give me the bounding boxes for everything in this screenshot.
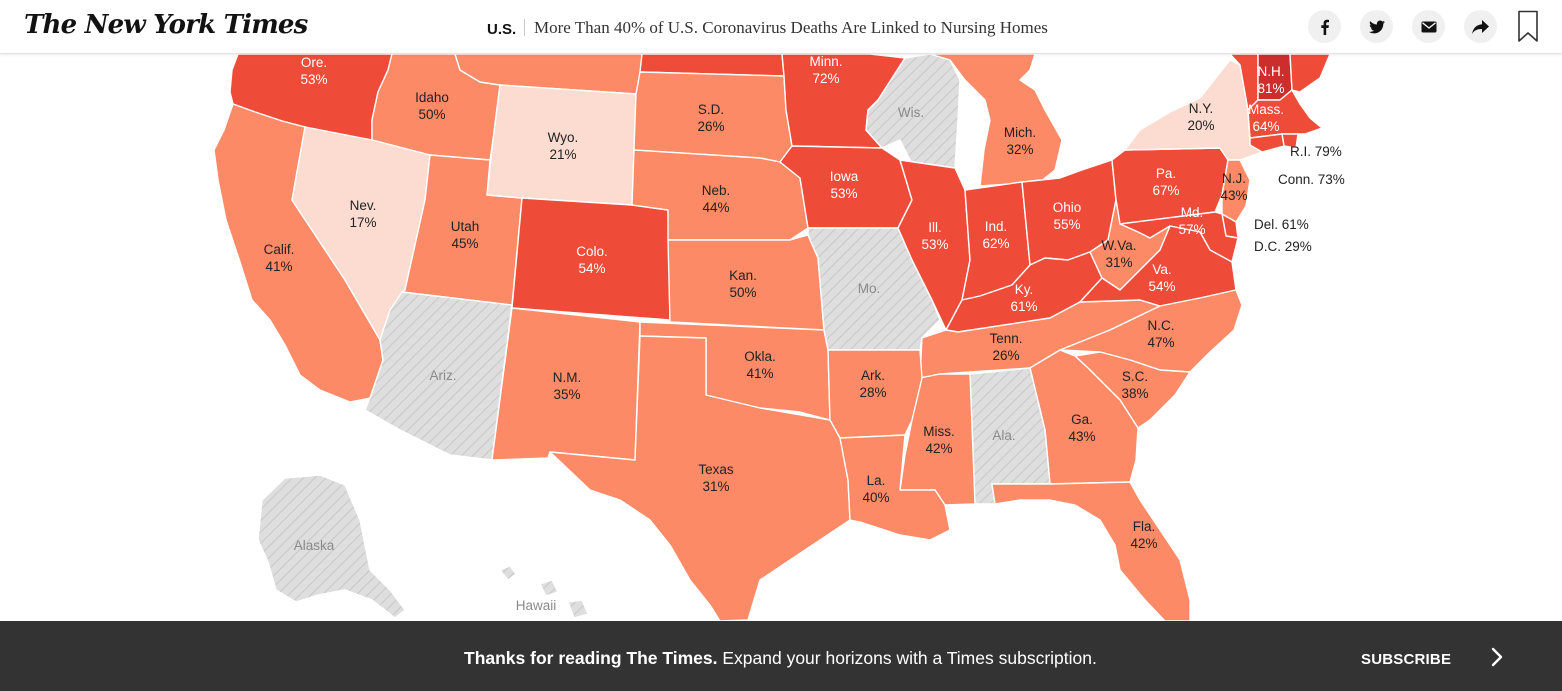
label-texas: Texas 31% xyxy=(698,462,734,494)
label-va: Va. 54% xyxy=(1148,262,1175,294)
state-neb[interactable] xyxy=(631,149,809,241)
label-dc: D.C. 29% xyxy=(1254,239,1312,254)
label-nh: N.H. 81% xyxy=(1257,64,1284,96)
label-md: Md. 57% xyxy=(1178,205,1205,237)
state-alaska[interactable] xyxy=(257,474,406,619)
chevron-right-icon[interactable] xyxy=(1488,647,1506,667)
label-okla: Okla. 41% xyxy=(744,349,776,381)
label-colo: Colo. 54% xyxy=(576,244,608,276)
label-miss: Miss. 42% xyxy=(923,424,955,456)
label-mo: Mo. xyxy=(858,281,881,296)
label-ky: Ky. 61% xyxy=(1010,282,1037,314)
label-pa: Pa. 67% xyxy=(1152,166,1179,198)
nyt-logo[interactable]: The New York Times xyxy=(24,10,308,40)
email-share-button[interactable] xyxy=(1412,10,1445,43)
label-nj: N.J. 43% xyxy=(1220,171,1247,203)
label-hawaii: Hawaii xyxy=(516,598,557,613)
label-tenn: Tenn. 26% xyxy=(989,331,1022,363)
label-ariz: Ariz. xyxy=(430,368,457,383)
label-nm: N.M. 35% xyxy=(553,370,582,402)
label-nc: N.C. 47% xyxy=(1147,318,1174,350)
state-sd[interactable] xyxy=(633,71,793,163)
state-labels: Ore. 53% Idaho 50% Wyo. 21% S.D. 26% Minn. 72… xyxy=(264,54,1345,613)
label-calif: Calif. 41% xyxy=(264,242,295,274)
label-ohio: Ohio 55% xyxy=(1053,200,1082,232)
twitter-share-button[interactable] xyxy=(1360,10,1393,43)
label-ill: Ill. 53% xyxy=(921,220,948,252)
state-me-partial xyxy=(1289,53,1331,93)
label-neb: Neb. 44% xyxy=(702,183,731,215)
header-divider xyxy=(524,19,525,36)
label-sd: S.D. 26% xyxy=(697,102,724,134)
label-wis: Wis. xyxy=(898,105,924,120)
email-icon xyxy=(1421,21,1436,32)
state-colo[interactable] xyxy=(511,197,671,321)
label-wva: W.Va. 31% xyxy=(1101,238,1136,270)
label-ore: Ore. 53% xyxy=(300,55,327,87)
banner-message: Thanks for reading The Times. Expand you… xyxy=(464,648,1097,669)
label-wyo: Wyo. 21% xyxy=(548,130,579,162)
facebook-icon xyxy=(1320,19,1329,35)
banner-bold-text: Thanks for reading The Times. xyxy=(464,648,718,668)
state-conn[interactable] xyxy=(1249,133,1285,153)
banner-body-text: Expand your horizons with a Times subscr… xyxy=(717,648,1097,668)
state-va[interactable] xyxy=(1079,225,1237,307)
label-ri: R.I. 79% xyxy=(1290,144,1342,159)
state-fla[interactable] xyxy=(991,481,1191,622)
label-del: Del. 61% xyxy=(1254,217,1309,232)
label-idaho: Idaho 50% xyxy=(415,90,449,122)
label-nev: Nev. 17% xyxy=(349,198,376,230)
label-iowa: Iowa 53% xyxy=(830,169,859,201)
twitter-icon xyxy=(1368,20,1385,33)
label-kan: Kan. 50% xyxy=(729,268,757,300)
label-ala: Ala. xyxy=(992,428,1015,443)
section-label[interactable]: U.S. xyxy=(487,21,517,38)
top-navigation-bar: The New York Times U.S. More Than 40% of… xyxy=(0,0,1562,54)
label-mass: Mass. 64% xyxy=(1248,102,1284,134)
state-ark[interactable] xyxy=(827,349,923,439)
label-utah: Utah 45% xyxy=(451,219,480,251)
label-sc: S.C. 38% xyxy=(1121,369,1148,401)
state-nj[interactable] xyxy=(1221,159,1251,223)
more-share-button[interactable] xyxy=(1464,10,1497,43)
state-texas[interactable] xyxy=(549,335,851,622)
label-la: La. 40% xyxy=(862,473,889,505)
subscription-banner[interactable]: Thanks for reading The Times. Expand you… xyxy=(0,621,1562,691)
label-ind: Ind. 62% xyxy=(982,219,1009,251)
label-fla: Fla. 42% xyxy=(1130,519,1157,551)
label-mich: Mich. 32% xyxy=(1004,125,1036,157)
label-ny: N.Y. 20% xyxy=(1187,101,1214,133)
label-ga: Ga. 43% xyxy=(1068,412,1095,444)
article-headline: More Than 40% of U.S. Coronavirus Deaths… xyxy=(534,18,1048,37)
label-minn: Minn. 72% xyxy=(809,54,842,86)
state-wyo[interactable] xyxy=(486,84,637,206)
state-shapes xyxy=(213,53,1331,622)
state-la[interactable] xyxy=(839,434,951,541)
bookmark-icon[interactable] xyxy=(1517,10,1539,43)
label-conn: Conn. 73% xyxy=(1278,172,1345,187)
subscribe-button[interactable]: SUBSCRIBE xyxy=(1361,651,1452,668)
state-hawaii[interactable] xyxy=(499,565,589,619)
state-mich[interactable] xyxy=(929,53,1063,187)
facebook-share-button[interactable] xyxy=(1308,10,1341,43)
label-alaska: Alaska xyxy=(294,538,335,553)
share-icon xyxy=(1472,19,1489,34)
label-ark: Ark. 28% xyxy=(859,368,886,400)
